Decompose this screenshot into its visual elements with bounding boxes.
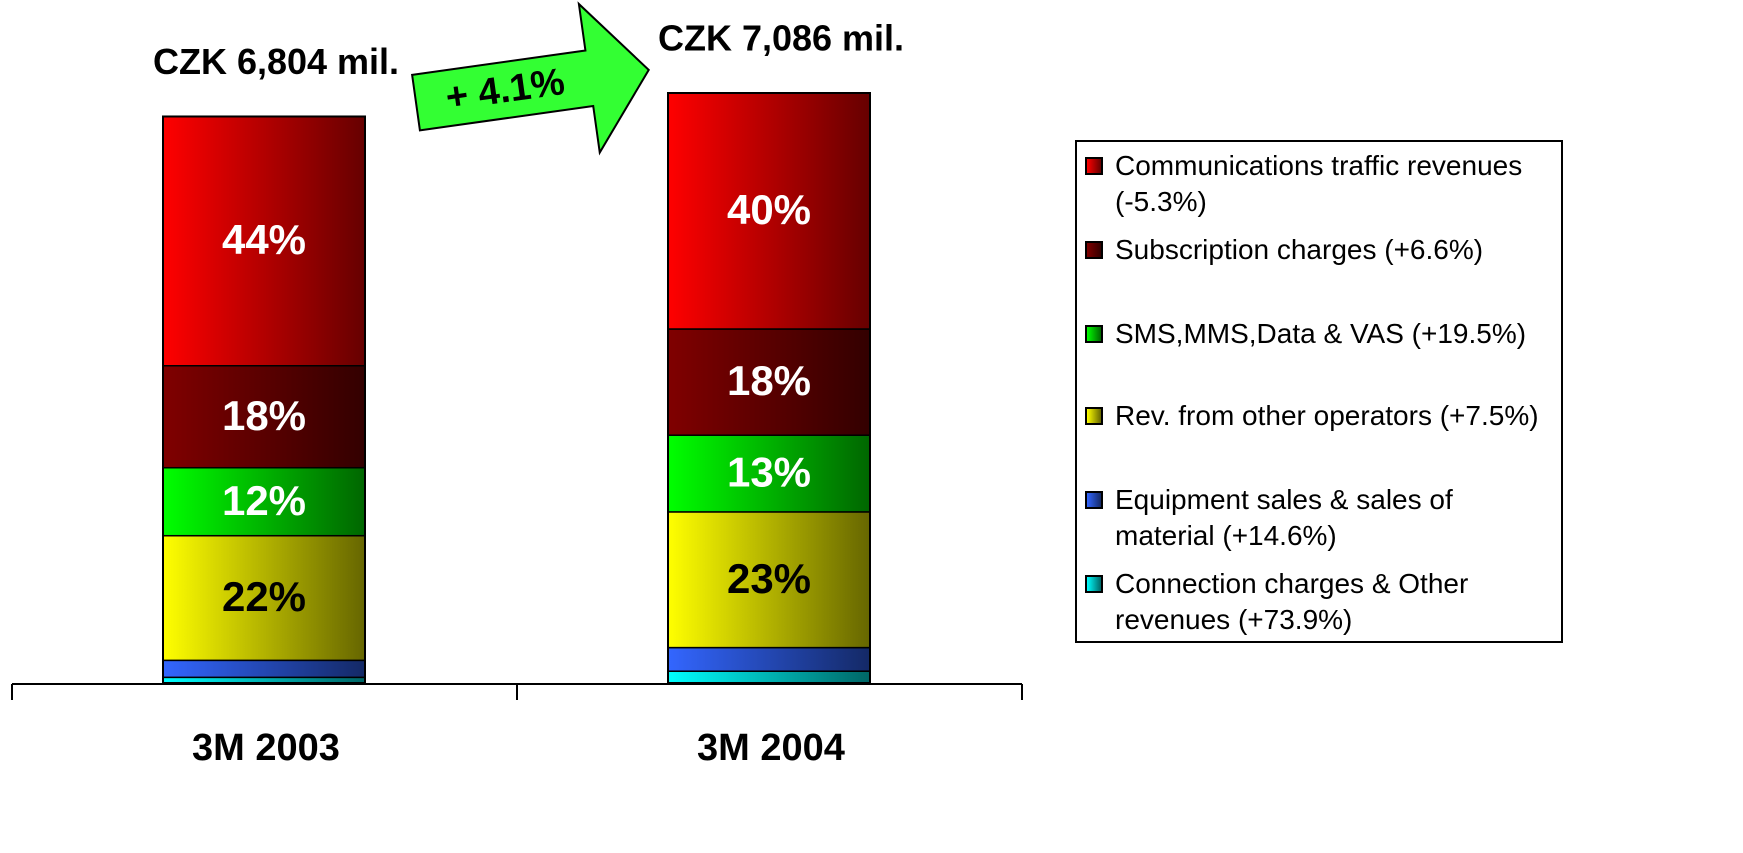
legend-swatch: [1085, 575, 1103, 593]
legend-label: Equipment sales & sales of material (+14…: [1115, 484, 1453, 551]
bar-segment: [667, 328, 871, 436]
segment-label: 18%: [727, 357, 811, 404]
x-tick-label: 3M 2003: [192, 727, 340, 769]
legend-label: Connection charges & Other revenues (+73…: [1115, 568, 1469, 635]
bar-segment: [667, 92, 871, 330]
bar-segment: [667, 670, 871, 684]
total-label: CZK 7,086 mil.: [658, 18, 904, 59]
legend-label: SMS,MMS,Data & VAS (+19.5%): [1115, 318, 1527, 349]
bar-outline: [162, 115, 366, 684]
segment-label: 22%: [222, 573, 306, 620]
segment-label: 13%: [727, 449, 811, 496]
legend-swatch: [1085, 407, 1103, 425]
segment-label: 40%: [727, 186, 811, 233]
bar-segment: [162, 364, 366, 469]
x-tick-label: 3M 2004: [697, 727, 845, 769]
segment-label: 44%: [222, 216, 306, 263]
legend-swatch: [1085, 491, 1103, 509]
segment-label: 12%: [222, 477, 306, 524]
bar-segment: [162, 659, 366, 679]
total-label: CZK 6,804 mil.: [153, 41, 399, 82]
legend-label: Subscription charges (+6.6%): [1115, 234, 1484, 265]
legend-label: Rev. from other operators (+7.5%): [1115, 400, 1539, 431]
segment-label: 18%: [222, 392, 306, 439]
legend-swatch: [1085, 241, 1103, 259]
legend-swatch: [1085, 157, 1103, 175]
growth-arrow: + 4.1%: [410, 1, 651, 156]
arrow-shape: [410, 1, 651, 156]
bar-outline: [667, 92, 871, 684]
bar-segment: [667, 434, 871, 513]
segment-label: 23%: [727, 555, 811, 602]
legend-swatch: [1085, 325, 1103, 343]
bar-segment: [667, 646, 871, 672]
legend: Communications traffic revenues (-5.3%) S…: [1075, 140, 1563, 643]
bar-segment: [667, 511, 871, 649]
legend-label: Communications traffic revenues (-5.3%): [1115, 150, 1523, 217]
